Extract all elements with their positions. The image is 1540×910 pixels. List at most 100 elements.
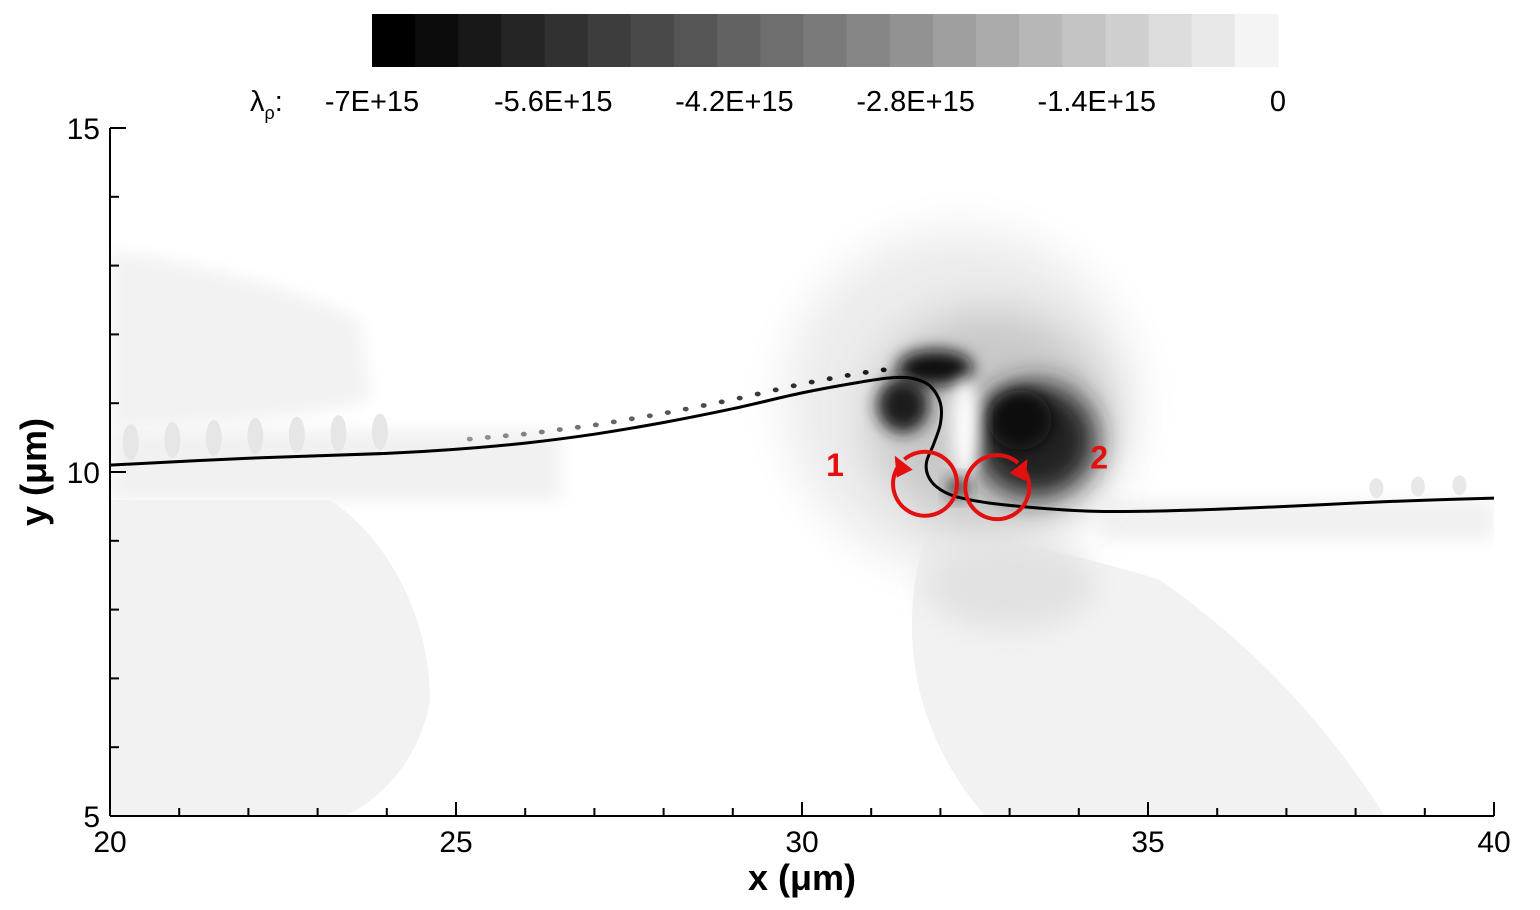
oscillation-dot bbox=[664, 410, 671, 415]
oscillation-dot bbox=[862, 370, 869, 375]
x-tick-label: 20 bbox=[93, 826, 126, 859]
oscillation-dot bbox=[556, 427, 563, 432]
colorbar-band bbox=[630, 14, 675, 67]
ripple-mark bbox=[122, 424, 139, 461]
oscillation-dot bbox=[574, 424, 581, 430]
ripple-mark bbox=[164, 422, 181, 458]
field-shadow-lower bbox=[925, 540, 1095, 630]
colorbar-band bbox=[760, 14, 805, 67]
colorbar-tick-label: 0 bbox=[1270, 86, 1286, 118]
colorbar-tick-label: -5.6E+15 bbox=[494, 86, 613, 118]
colorbar-band bbox=[1062, 14, 1107, 67]
vortex-annotation: 2 bbox=[963, 440, 1108, 522]
field-band-left bbox=[110, 430, 560, 500]
colorbar-band bbox=[1191, 14, 1236, 67]
axes: 20 25 30 35 40 5 10 15 x (μm) y (μm) bbox=[13, 113, 1511, 898]
ripple-mark bbox=[1410, 476, 1425, 497]
colorbar-band bbox=[501, 14, 546, 67]
oscillation-dot bbox=[844, 373, 851, 378]
colorbar-band bbox=[976, 14, 1020, 67]
colorbar-band bbox=[372, 14, 416, 67]
colorbar-variable-subscript: ρ bbox=[265, 103, 275, 123]
x-axis-title: x (μm) bbox=[748, 857, 856, 898]
field-core-top bbox=[897, 350, 973, 386]
oscillation-dot bbox=[592, 422, 599, 428]
colorbar-tick-labels: -7E+15 -5.6E+15 -4.2E+15 -2.8E+15 -1.4E+15 0 bbox=[325, 86, 1286, 118]
oscillation-dot bbox=[610, 419, 617, 425]
colorbar-tick-label: -4.2E+15 bbox=[675, 86, 794, 118]
oscillation-dot bbox=[808, 379, 815, 385]
oscillation-dot bbox=[502, 433, 509, 439]
vortex-arrow-arc bbox=[891, 449, 959, 518]
x-tick-label: 40 bbox=[1477, 826, 1510, 859]
colorbar-tick-label: -2.8E+15 bbox=[856, 86, 975, 118]
y-axis-title: y (μm) bbox=[13, 418, 54, 526]
colorbar-band bbox=[889, 14, 934, 67]
oscillation-dot bbox=[682, 406, 689, 412]
y-tick-label: 5 bbox=[83, 801, 100, 834]
oscillation-dot bbox=[790, 383, 797, 389]
x-axis-ticks: 20 25 30 35 40 bbox=[93, 802, 1511, 859]
vortex-label: 1 bbox=[826, 447, 844, 483]
oscillation-dot bbox=[520, 431, 527, 437]
colorbar-bands bbox=[372, 14, 1279, 67]
vortex-arrow-arc bbox=[963, 453, 1032, 522]
ripple-mark bbox=[1369, 478, 1384, 499]
x-tick-label: 25 bbox=[439, 826, 472, 859]
x-tick-label: 30 bbox=[785, 826, 818, 859]
colorbar-band bbox=[415, 14, 459, 67]
colorbar-band bbox=[717, 14, 761, 67]
oscillation-dot bbox=[628, 416, 635, 422]
field-region-left-lower bbox=[110, 500, 430, 816]
contour-field bbox=[110, 230, 1494, 816]
oscillation-dot bbox=[772, 387, 779, 393]
oscillation-dot bbox=[736, 395, 743, 401]
oscillation-dot bbox=[754, 391, 761, 397]
ripple-mark bbox=[371, 413, 388, 450]
colorbar-tick-label: -7E+15 bbox=[325, 86, 419, 118]
oscillation-dot bbox=[538, 429, 545, 435]
oscillation-dot bbox=[466, 436, 473, 442]
colorbar-band bbox=[1105, 14, 1150, 67]
colorbar-variable-symbol: λ bbox=[250, 86, 265, 118]
ripple-mark bbox=[247, 418, 264, 454]
colorbar-variable-label: λρ: bbox=[250, 86, 283, 123]
colorbar-band bbox=[1234, 14, 1279, 67]
colorbar-band bbox=[544, 14, 589, 67]
interface-line bbox=[110, 375, 1494, 514]
colorbar-variable-suffix: : bbox=[275, 86, 283, 118]
oscillation-dot bbox=[484, 435, 491, 440]
ripple-mark bbox=[288, 416, 305, 453]
vortex-arrow-head bbox=[1009, 459, 1028, 481]
colorbar-band bbox=[587, 14, 632, 67]
colorbar-band bbox=[803, 14, 848, 67]
colorbar-band bbox=[846, 14, 891, 67]
interface-oscillations bbox=[122, 367, 1467, 499]
vortex-annotation: 1 bbox=[826, 447, 959, 518]
vortex-arrow-head bbox=[894, 455, 913, 478]
field-core-left bbox=[877, 377, 929, 433]
colorbar-band bbox=[674, 14, 718, 67]
oscillation-dot bbox=[700, 403, 707, 408]
colorbar-band bbox=[1019, 14, 1063, 67]
colorbar-band bbox=[1148, 14, 1193, 67]
colorbar-tick-label: -1.4E+15 bbox=[1038, 86, 1157, 118]
field-gap-light bbox=[951, 380, 979, 480]
colorbar-band bbox=[458, 14, 503, 67]
oscillation-dot bbox=[880, 367, 887, 373]
field-core-right-inner bbox=[988, 390, 1052, 450]
y-axis-ticks: 5 10 15 bbox=[67, 113, 126, 834]
ripple-mark bbox=[205, 420, 222, 456]
field-region-left-upper bbox=[110, 250, 370, 430]
oscillation-dot bbox=[826, 376, 833, 382]
colorbar: λρ: -7E+15 -5.6E+15 -4.2E+15 -2.8E+15 -1.4E+… bbox=[250, 14, 1286, 123]
ripple-mark bbox=[1452, 475, 1467, 496]
vortex-label: 2 bbox=[1090, 440, 1108, 476]
ripple-mark bbox=[330, 415, 347, 452]
y-tick-label: 15 bbox=[67, 113, 100, 146]
y-tick-label: 10 bbox=[67, 457, 100, 490]
oscillation-dot bbox=[718, 399, 725, 405]
colorbar-band bbox=[932, 14, 977, 67]
